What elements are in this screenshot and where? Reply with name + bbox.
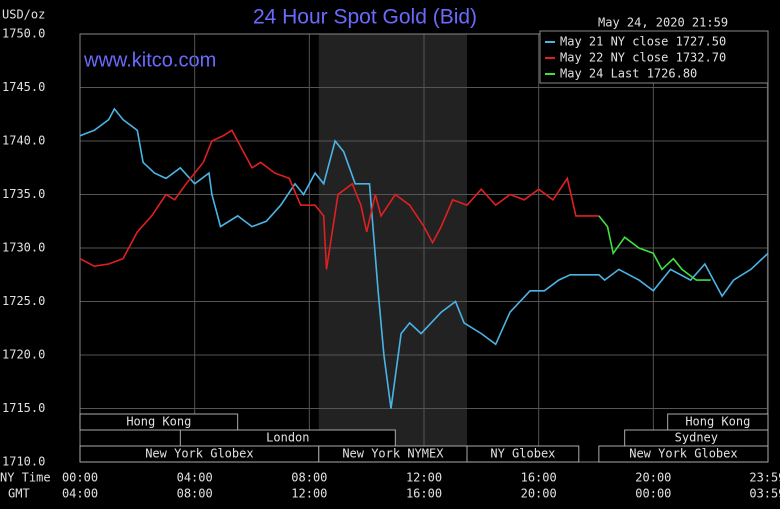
- x2-tick-label: 00:00: [635, 487, 671, 501]
- x2-tick-label: 16:00: [406, 487, 442, 501]
- session-label: London: [266, 431, 309, 445]
- x-tick-label: 00:00: [62, 471, 98, 485]
- x2-axis-label: GMT: [8, 487, 30, 501]
- session-label: Hong Kong: [126, 415, 191, 429]
- legend-label: May 22 NY close 1732.70: [560, 51, 726, 65]
- x-tick-label: 23:59: [749, 471, 780, 485]
- session-box: [598, 445, 769, 463]
- y-tick-label: 1715.0: [2, 401, 45, 415]
- x2-tick-label: 08:00: [177, 487, 213, 501]
- session-box: [79, 413, 239, 431]
- series-line: [79, 129, 599, 270]
- y-tick-label: 1730.0: [2, 241, 45, 255]
- session-label: New York Globex: [145, 447, 253, 461]
- x-tick-label: 08:00: [291, 471, 327, 485]
- y-tick-label: 1725.0: [2, 294, 45, 308]
- x-tick-label: 20:00: [635, 471, 671, 485]
- session-label: New York Globex: [629, 447, 737, 461]
- y-tick-label: 1720.0: [2, 348, 45, 362]
- y-tick-label: 1735.0: [2, 187, 45, 201]
- x2-tick-label: 04:00: [62, 487, 98, 501]
- x-tick-label: 12:00: [406, 471, 442, 485]
- x2-tick-label: 20:00: [521, 487, 557, 501]
- x2-tick-label: 12:00: [291, 487, 327, 501]
- x2-tick-label: 03:59: [749, 487, 780, 501]
- y-tick-label: 1740.0: [2, 134, 45, 148]
- x-axis-label: NY Time: [0, 471, 51, 485]
- x-tick-label: 16:00: [521, 471, 557, 485]
- series-line: [598, 215, 711, 281]
- y-tick-label: 1745.0: [2, 80, 45, 94]
- session-label: NY Globex: [490, 447, 555, 461]
- x-tick-label: 04:00: [177, 471, 213, 485]
- session-box: [466, 445, 580, 463]
- legend-label: May 21 NY close 1727.50: [560, 35, 726, 49]
- legend-label: May 24 Last 1726.80: [560, 67, 697, 81]
- series-line: [79, 107, 769, 409]
- session-label: Sydney: [675, 431, 718, 445]
- chart-title: 24 Hour Spot Gold (Bid): [253, 6, 477, 29]
- y-tick-label: 1710.0: [2, 455, 45, 469]
- y-tick-label: 1750.0: [2, 27, 45, 41]
- session-label: Hong Kong: [685, 415, 750, 429]
- timestamp: May 24, 2020 21:59: [598, 16, 728, 30]
- session-label: New York NYMEX: [342, 447, 444, 461]
- legend-box: [539, 30, 769, 84]
- source: www.kitco.com: [83, 49, 216, 71]
- y-axis-label: USD/oz: [2, 8, 45, 22]
